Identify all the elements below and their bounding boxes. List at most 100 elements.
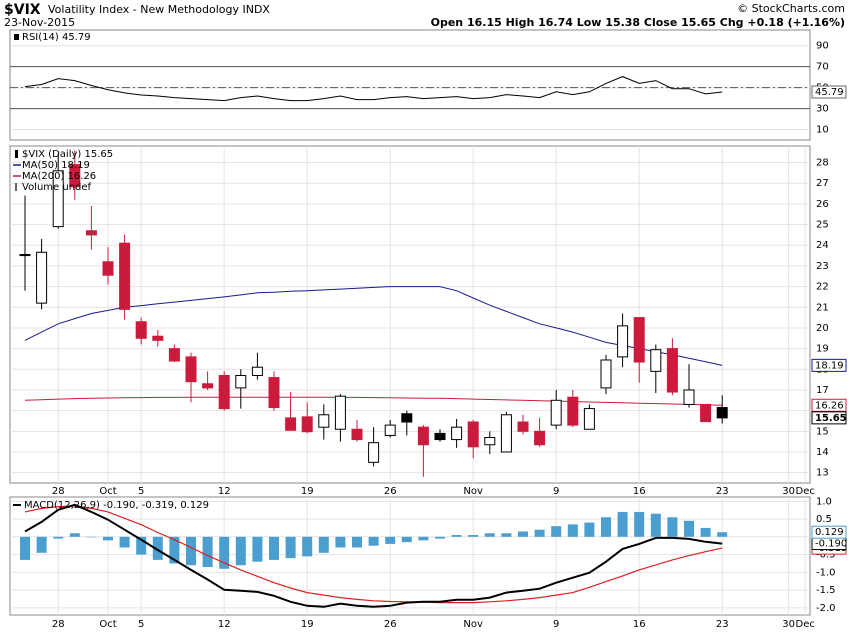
- histogram-bar: [269, 536, 279, 560]
- y-tick-label: 0.5: [816, 514, 832, 525]
- legend-label: MA(200) 16.26: [22, 171, 96, 182]
- macd-line: [24, 505, 723, 604]
- histogram-bar: [186, 536, 196, 566]
- quote: Open 16.15 High 16.74 Low 15.38 Close 15…: [431, 16, 845, 29]
- candle-body: [69, 164, 81, 188]
- value-label-box: [811, 85, 847, 99]
- y-tick-label: 21: [816, 302, 829, 313]
- candle-body: [119, 242, 131, 310]
- value-label: 16.26: [815, 400, 844, 411]
- histogram-bar: [302, 536, 313, 557]
- candle-body: [318, 414, 330, 428]
- y-tick-label: 26: [816, 199, 829, 210]
- y-tick-label: 17: [816, 385, 829, 396]
- histogram-bar: [667, 517, 678, 537]
- candle-body: [434, 432, 446, 441]
- candle-body: [617, 325, 629, 358]
- x-tick-label: 12: [218, 619, 231, 630]
- x-tick-label: 16: [633, 619, 646, 630]
- candle-body: [368, 442, 380, 463]
- x-tick-label: Dec: [796, 486, 815, 497]
- y-tick-label: -0.5: [816, 550, 836, 561]
- candle-body: [235, 374, 247, 389]
- histogram-bar: [335, 536, 346, 548]
- value-label-box: [811, 358, 847, 372]
- candle-body: [202, 383, 214, 389]
- y-tick-label: -2.0: [816, 603, 836, 614]
- rsi-line: [24, 76, 723, 102]
- histogram-bar: [451, 535, 462, 537]
- histogram-bar: [468, 535, 479, 537]
- x-tick-label: 5: [138, 486, 144, 497]
- histogram-bar: [484, 533, 495, 537]
- histogram-bar: [534, 529, 545, 537]
- candle-body: [102, 261, 114, 276]
- y-tick-label: 24: [816, 240, 829, 251]
- y-tick-label: 10: [816, 125, 829, 136]
- y-tick-label: 20: [816, 323, 829, 334]
- candle-body: [351, 428, 363, 441]
- histogram-bar: [235, 536, 246, 566]
- histogram-bar: [700, 527, 711, 537]
- histogram-bar: [584, 522, 595, 537]
- candle-body: [550, 399, 562, 426]
- x-tick-label: 23: [716, 619, 729, 630]
- histogram-bar: [385, 536, 396, 544]
- histogram-bar: [617, 511, 628, 537]
- y-tick-label: 15: [816, 426, 829, 437]
- panel-frame: [9, 145, 811, 484]
- candle-body: [451, 426, 463, 441]
- x-tick-label: Oct: [99, 486, 116, 497]
- candle-body: [500, 414, 512, 453]
- y-tick-label: 25: [816, 220, 829, 231]
- y-tick-label: 90: [816, 41, 829, 52]
- histogram-bar: [551, 526, 562, 537]
- histogram-bar: [368, 536, 379, 546]
- histogram-bar: [352, 536, 362, 548]
- legend-label: MA(50) 18.19: [22, 160, 90, 171]
- histogram-bar: [567, 524, 578, 537]
- candle-body: [417, 426, 429, 446]
- candle-body: [467, 421, 479, 448]
- y-tick-label: -1.5: [816, 585, 836, 596]
- x-tick-label: 12: [218, 486, 231, 497]
- value-label-box: [811, 398, 847, 412]
- legend-label: $VIX (Daily) 15.65: [22, 149, 113, 160]
- histogram-bar: [285, 536, 296, 559]
- histogram-bar: [318, 536, 329, 553]
- moving-average: [24, 286, 723, 366]
- candle-body: [600, 359, 612, 389]
- histogram-bar: [518, 531, 528, 537]
- value-label-box: [811, 525, 847, 539]
- x-tick-label: Nov: [463, 486, 483, 497]
- histogram-bar: [634, 511, 645, 537]
- histogram-bar: [601, 517, 611, 537]
- histogram-bar: [202, 536, 213, 568]
- legend-label: RSI(14) 45.79: [22, 32, 91, 43]
- candle-body: [401, 413, 413, 423]
- value-label: 45.79: [815, 87, 844, 98]
- candle-body: [517, 421, 529, 432]
- legend-label: MACD(12,26,9) -0.190, -0.319, 0.129: [24, 500, 209, 511]
- y-tick-label: 13: [816, 468, 829, 479]
- x-tick-label: 23: [716, 486, 729, 497]
- credit: © StockCharts.com: [737, 2, 845, 15]
- candle-body: [683, 389, 695, 405]
- candle-body: [185, 356, 197, 383]
- y-tick-label: 1.0: [816, 496, 832, 507]
- x-tick-label: 30: [782, 619, 795, 630]
- value-label: 0.129: [815, 527, 844, 538]
- histogram-bar: [435, 536, 445, 539]
- candle-body: [251, 366, 263, 376]
- symbol: $VIX: [4, 2, 41, 18]
- candle-body: [19, 254, 31, 257]
- candle-body: [285, 417, 297, 431]
- panels: 1030507090RSI(14) 45.7945.79131415161718…: [9, 29, 847, 630]
- value-label: -0.190: [815, 539, 847, 550]
- candle-body: [334, 395, 346, 430]
- candle-body: [268, 377, 280, 409]
- candle-body: [384, 424, 396, 436]
- histogram-bar: [169, 536, 180, 564]
- x-tick-label: 19: [301, 486, 314, 497]
- value-label: 15.65: [815, 413, 847, 424]
